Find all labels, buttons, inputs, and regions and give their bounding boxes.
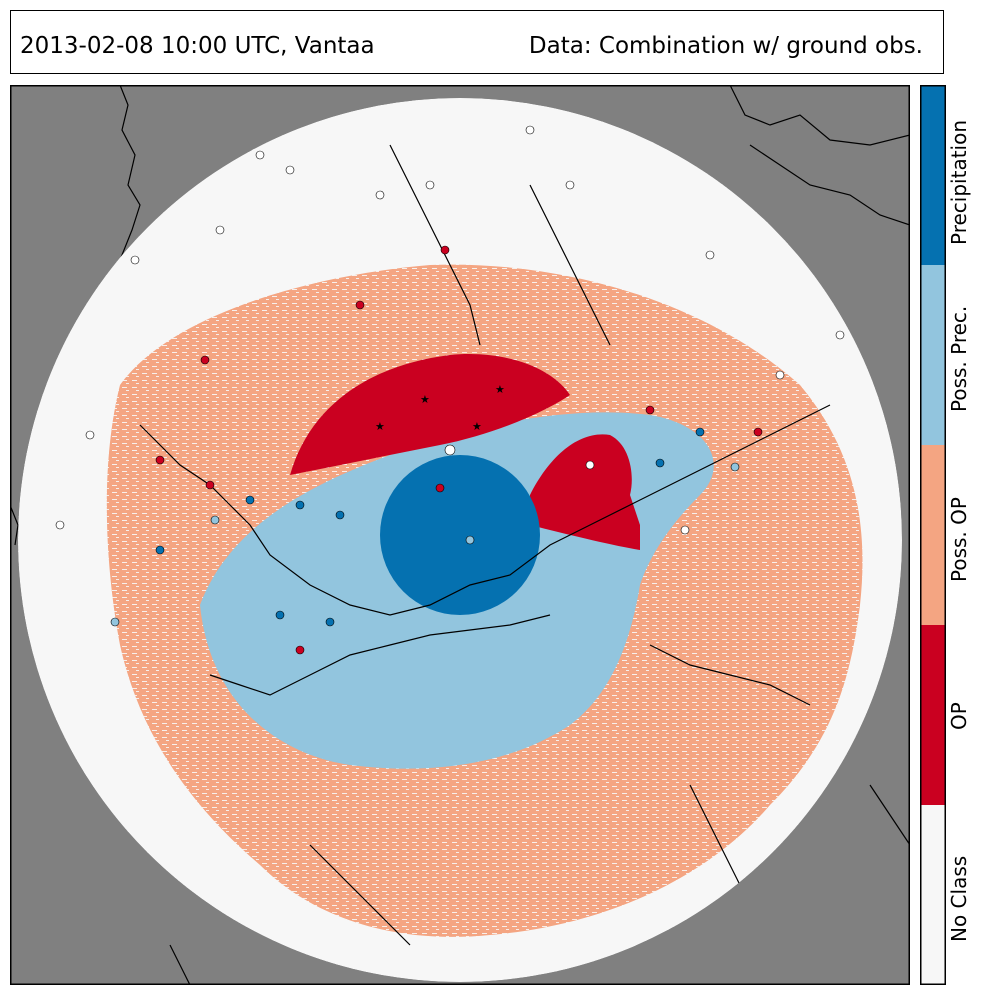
- colorbar-precipitation: [920, 85, 946, 265]
- radar-map: ★ ★ ★ ★: [10, 85, 910, 985]
- observation-markers: [55, 125, 845, 655]
- legend-label-op: OP: [947, 702, 971, 730]
- colorbar-no-class: [920, 805, 946, 985]
- timestamp-location-title: 2013-02-08 10:00 UTC, Vantaa: [20, 33, 375, 59]
- coastline-inner: [139, 144, 831, 946]
- svg-text:★: ★: [375, 420, 385, 433]
- op-region-north: [290, 354, 570, 475]
- coastline-outer: [10, 85, 910, 985]
- legend-label-poss-prec: Poss. Prec.: [947, 305, 971, 412]
- legend-label-poss-op: Poss. OP: [947, 497, 971, 582]
- colorbar-op: [920, 625, 946, 805]
- legend-label-no-class: No Class: [947, 855, 971, 942]
- legend-label-precipitation: Precipitation: [947, 119, 971, 245]
- data-source-title: Data: Combination w/ ground obs.: [528, 33, 923, 59]
- svg-text:★: ★: [472, 420, 482, 433]
- svg-text:★: ★: [420, 393, 430, 406]
- colorbar-border: [920, 85, 946, 985]
- precipitation-center-region: [380, 455, 540, 615]
- colorbar-poss-op: [920, 445, 946, 625]
- colorbar-poss-prec: [920, 265, 946, 445]
- legend-colorbar: [920, 85, 946, 985]
- svg-text:★: ★: [495, 383, 505, 396]
- star-markers: ★ ★ ★ ★: [375, 383, 505, 433]
- map-border: [10, 85, 910, 985]
- title-box: 2013-02-08 10:00 UTC, Vantaa Data: Combi…: [10, 10, 944, 74]
- op-region-east: [530, 434, 640, 550]
